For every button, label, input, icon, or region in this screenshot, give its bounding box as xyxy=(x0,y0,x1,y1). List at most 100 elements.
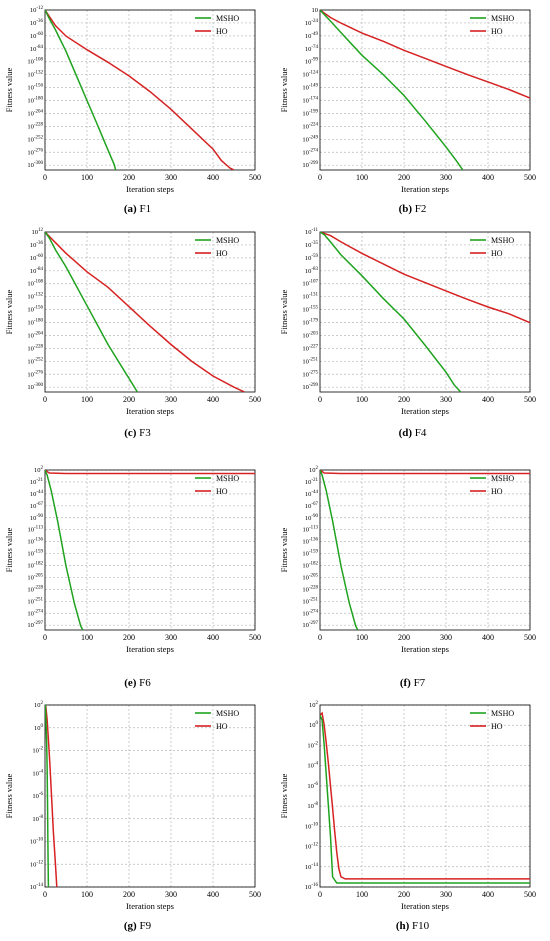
y-tick-label: 10-4 xyxy=(307,762,318,770)
chart-panel-a: 0 100 200 300 400 500 10-12 10-36 10-60 10-84 10-1… xyxy=(4,6,261,194)
series-line-msho xyxy=(45,470,84,630)
y-tick-label: 100 xyxy=(34,724,44,732)
x-tick-label: 100 xyxy=(356,395,368,404)
legend-label-ho: HO xyxy=(491,27,503,36)
y-tick-label: 10-2 xyxy=(307,741,318,749)
y-axis-label: Fitness value xyxy=(279,527,289,572)
panel-caption-a: (a) F1 xyxy=(123,203,152,215)
x-tick-label: 300 xyxy=(440,395,452,404)
series-line-ho xyxy=(320,232,530,324)
x-tick-label: 500 xyxy=(249,173,261,182)
y-tick-label: 102 xyxy=(34,701,44,709)
legend-label-ho: HO xyxy=(491,249,503,258)
plot-frame xyxy=(319,9,531,171)
x-tick-label: 500 xyxy=(249,395,261,404)
y-tick-label: 10-274 xyxy=(27,609,43,617)
y-tick-label: 10-44 xyxy=(305,490,319,498)
y-tick-label: 10-297 xyxy=(302,621,318,629)
y-tick-label: 10-203 xyxy=(302,331,318,339)
y-axis-label: Fitness value xyxy=(4,527,14,572)
y-tick-label: 10-252 xyxy=(27,357,43,365)
y-tick-label: 10-108 xyxy=(27,280,43,288)
legend-label-msho: MSHO xyxy=(491,709,514,718)
y-tick-label: 10-251 xyxy=(302,597,318,605)
plot-frame xyxy=(319,231,531,393)
series-line-msho xyxy=(320,232,462,392)
y-tick-label: 10-113 xyxy=(28,526,44,534)
y-tick-label: 10-8 xyxy=(32,815,43,823)
y-tick-label: 10-74 xyxy=(305,45,319,53)
y-tick-label: 10-84 xyxy=(30,45,44,53)
y-tick-label: 10-174 xyxy=(302,97,318,105)
x-tick-label: 200 xyxy=(398,890,410,899)
x-axis-label: Iteration steps xyxy=(401,901,449,911)
y-tick-label: 10-36 xyxy=(30,19,44,27)
y-tick-label: 10-155 xyxy=(302,306,318,314)
y-tick-label: 10-83 xyxy=(305,267,319,275)
y-axis-label: Fitness value xyxy=(279,289,289,334)
legend-label-ho: HO xyxy=(216,27,228,36)
x-axis-label: Iteration steps xyxy=(401,644,449,654)
x-tick-label: 200 xyxy=(123,633,135,642)
panel-caption-f: (f) F7 xyxy=(399,677,426,689)
y-axis-label: Fitness value xyxy=(4,773,14,818)
y-tick-label: 10-274 xyxy=(302,609,318,617)
x-tick-label: 300 xyxy=(165,173,177,182)
panel-caption-h: (h) F10 xyxy=(395,920,430,932)
x-tick-label: 400 xyxy=(207,395,219,404)
y-tick-label: 10-180 xyxy=(27,97,43,105)
y-tick-label: 10-6 xyxy=(307,782,318,790)
chart-panel-b: 0 100 200 300 400 500 10 10-24 10-49 10-74 10-99 10… xyxy=(279,7,536,194)
panel-caption-d: (d) F4 xyxy=(398,427,427,439)
y-tick-label: 10-252 xyxy=(27,135,43,143)
x-tick-label: 400 xyxy=(482,633,494,642)
x-tick-label: 0 xyxy=(318,173,322,182)
y-tick-label: 10-136 xyxy=(302,538,318,546)
x-tick-label: 300 xyxy=(440,173,452,182)
y-tick-label: 10-132 xyxy=(27,71,43,79)
x-tick-label: 100 xyxy=(356,633,368,642)
legend-label-ho: HO xyxy=(216,249,228,258)
y-tick-label: 10-21 xyxy=(30,478,44,486)
y-tick-label: 10-12 xyxy=(30,6,44,14)
y-tick-label: 10-12 xyxy=(305,843,319,851)
y-tick-label: 10-59 xyxy=(305,254,319,262)
y-tick-label: 10-14 xyxy=(30,883,44,891)
y-tick-label: 10-156 xyxy=(27,306,43,314)
x-tick-label: 0 xyxy=(43,890,47,899)
x-tick-label: 500 xyxy=(249,633,261,642)
y-tick-label: 10-276 xyxy=(27,370,43,378)
y-tick-label: 10-113 xyxy=(303,526,319,534)
series-line-ho xyxy=(45,232,245,392)
y-tick-label: 100 xyxy=(309,721,319,729)
y-tick-label: 10-12 xyxy=(30,860,44,868)
y-tick-label: 10-16 xyxy=(305,883,319,891)
y-tick-label: 10-4 xyxy=(32,769,43,777)
x-tick-label: 300 xyxy=(165,633,177,642)
y-tick-label: 10-300 xyxy=(27,383,43,391)
y-tick-label: 10-228 xyxy=(302,585,318,593)
y-tick-label: 10-8 xyxy=(307,802,318,810)
series-line-msho xyxy=(45,232,139,392)
y-tick-label: 10-249 xyxy=(302,135,318,143)
y-tick-label: 10-227 xyxy=(302,344,318,352)
x-tick-label: 400 xyxy=(207,890,219,899)
panel-caption-e: (e) F6 xyxy=(124,677,151,689)
y-axis-label: Fitness value xyxy=(4,67,14,112)
panel-caption-g: (g) F9 xyxy=(123,920,152,932)
y-tick-label: 10-35 xyxy=(305,241,319,249)
x-tick-label: 200 xyxy=(123,173,135,182)
plot-frame xyxy=(44,469,256,631)
x-tick-label: 500 xyxy=(249,890,261,899)
y-tick-label: 10-10 xyxy=(30,838,44,846)
series-line-msho xyxy=(320,470,359,630)
x-tick-label: 0 xyxy=(318,890,322,899)
x-axis-label: Iteration steps xyxy=(126,184,174,194)
legend-label-msho: MSHO xyxy=(216,709,239,718)
y-tick-label: 10-297 xyxy=(27,621,43,629)
x-tick-label: 0 xyxy=(43,633,47,642)
y-tick-label: 10-124 xyxy=(302,71,318,79)
y-tick-label: 10-14 xyxy=(305,863,319,871)
y-tick-label: 10-251 xyxy=(302,357,318,365)
